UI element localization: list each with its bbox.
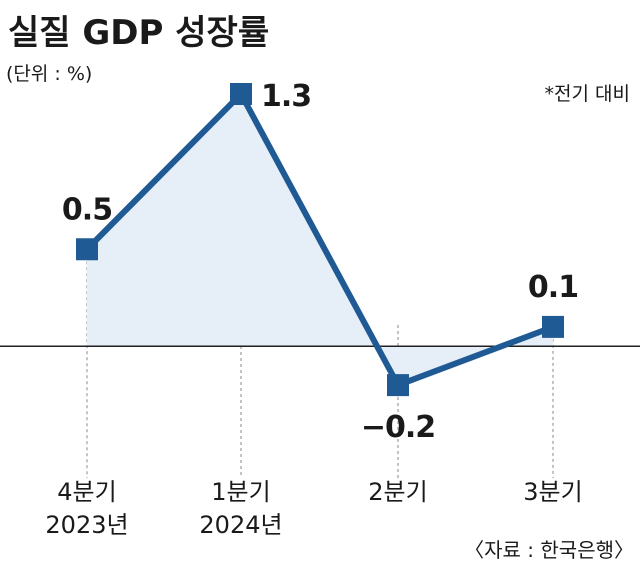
category-label-2-0: 2분기: [368, 478, 427, 506]
value-label-1: 1.3: [261, 79, 311, 114]
value-label-3: 0.1: [528, 270, 578, 305]
value-label-0: 0.5: [62, 192, 112, 227]
value-label-2: −0.2: [361, 410, 435, 445]
value-labels: 0.5 1.3 −0.2 0.1: [62, 79, 579, 445]
category-label-1-1: 2024년: [199, 511, 282, 539]
category-label-0-1: 2023년: [45, 511, 128, 539]
series-line: [84, 89, 555, 389]
source-label: 〈자료 : 한국은행〉: [464, 538, 634, 562]
data-markers: [76, 83, 564, 397]
data-point-2: [387, 374, 409, 397]
unit-label: (단위 : %): [6, 63, 92, 85]
data-point-3: [542, 315, 564, 338]
category-label-3-0: 3분기: [523, 478, 582, 506]
data-point-1: [230, 83, 252, 105]
comparison-note: *전기 대비: [545, 83, 630, 105]
data-point-0: [76, 238, 98, 261]
category-label-0-0: 4분기: [57, 478, 116, 506]
category-labels: 4분기 2023년 1분기 2024년 2분기 3분기: [45, 478, 582, 539]
chart-title: 실질 GDP 성장률: [8, 13, 269, 53]
category-label-1-0: 1분기: [211, 478, 270, 506]
area-fill: [87, 94, 553, 386]
